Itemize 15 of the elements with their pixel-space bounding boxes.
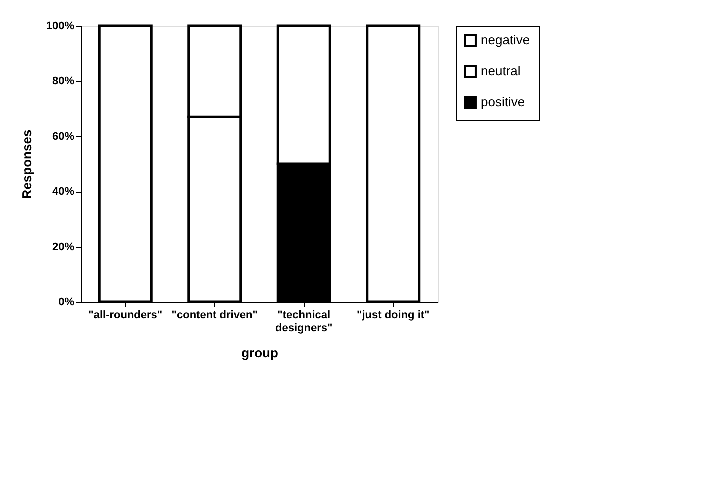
x-axis-title: group	[242, 346, 278, 360]
y-tick-label: 80%	[52, 76, 75, 88]
x-tick-label: "technical designers"	[276, 310, 333, 334]
legend-label: neutral	[481, 64, 521, 78]
y-tick-label: 40%	[52, 186, 75, 198]
y-axis-title: Responses	[19, 130, 34, 200]
y-tick-label: 20%	[52, 241, 75, 254]
y-tick-label: 100%	[46, 20, 75, 32]
y-tick-label: 0%	[58, 296, 75, 308]
x-tick-label: "content driven"	[172, 310, 258, 322]
x-tick-label: "all-rounders"	[88, 310, 163, 322]
legend-label: positive	[481, 94, 526, 110]
x-tick-label: "just doing it"	[356, 310, 430, 322]
legend-label: negative	[481, 32, 530, 48]
y-tick-label: 60%	[52, 130, 75, 143]
